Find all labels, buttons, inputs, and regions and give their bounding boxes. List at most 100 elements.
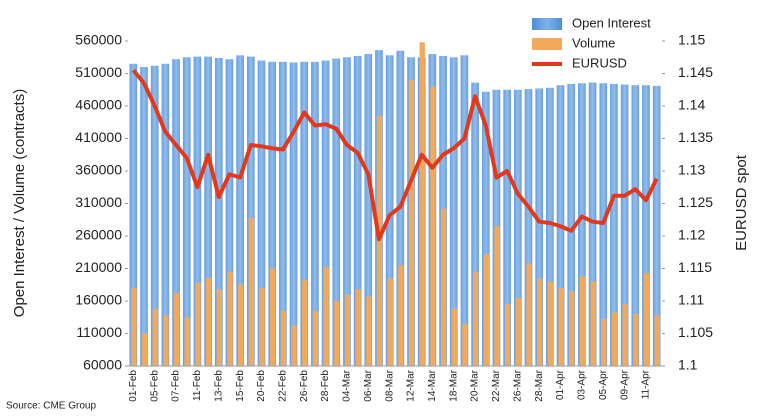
open-interest-bar (236, 55, 244, 367)
volume-bar (472, 271, 479, 366)
legend-label: Open Interest (572, 15, 651, 30)
volume-bar (537, 278, 543, 366)
volume-bar (238, 284, 244, 366)
open-interest-bar (449, 57, 458, 366)
volume-bar (312, 310, 319, 366)
volume-bar (173, 293, 180, 366)
open-interest-bar (610, 83, 618, 367)
volume-bar (205, 278, 212, 366)
volume-bar (579, 276, 586, 366)
volume-bar (505, 304, 511, 366)
open-interest-bar (246, 56, 255, 366)
volume-bar (654, 315, 660, 366)
y2-tick-label: 1.15 (678, 32, 705, 48)
open-interest-bar (193, 56, 202, 366)
legend-label: EURUSD (572, 55, 627, 70)
volume-bar (526, 263, 532, 366)
volume-bar (569, 291, 575, 366)
y-tick-label: 60000 (83, 357, 122, 373)
x-tick-label: 06-Mar (363, 369, 374, 401)
legend-label: Volume (572, 35, 615, 50)
volume-bar (366, 296, 372, 366)
volume-bar (590, 281, 596, 366)
x-tick-label: 20-Mar (470, 369, 481, 401)
open-interest-bar (140, 67, 148, 366)
volume-bar (270, 268, 276, 366)
volume-bar (387, 278, 393, 366)
x-tick-label: 01-Feb (128, 370, 139, 402)
open-interest-bar (578, 83, 586, 366)
open-interest-bar (289, 62, 298, 366)
open-interest-bar (150, 65, 159, 366)
x-tick-label: 09-Apr (619, 369, 630, 400)
volume-bar (483, 254, 489, 366)
open-interest-bar (321, 60, 330, 366)
y-tick-label: 210000 (75, 259, 122, 275)
x-tick-label: 11-Feb (192, 370, 203, 401)
eurusd-line (131, 68, 659, 242)
volume-bar (131, 288, 137, 366)
volume-bar (291, 325, 297, 366)
y2-axis-title: EURUSD spot (733, 154, 750, 251)
open-interest-bar (129, 63, 138, 366)
open-interest-bar (513, 89, 522, 366)
volume-bar (622, 304, 628, 366)
volume-bar (611, 312, 618, 366)
open-interest-bar (524, 89, 533, 366)
volume-bar (141, 333, 148, 366)
open-interest-bar (471, 82, 479, 366)
y2-tick-label: 1.1 (678, 357, 698, 373)
volume-bar (323, 267, 329, 366)
x-tick-label: 05-Feb (149, 370, 160, 402)
x-tick-label: 28-Feb (320, 370, 331, 402)
volume-bar (601, 318, 607, 366)
x-tick-label: 26-Feb (299, 370, 310, 402)
open-interest-bar (343, 57, 351, 366)
volume-bar (462, 323, 468, 366)
volume-bar (494, 226, 500, 366)
volume-bar (398, 265, 404, 366)
legend-swatch (532, 38, 562, 50)
x-tick-label: 18-Mar (448, 369, 459, 401)
open-interest-bar (546, 87, 554, 367)
open-interest-bar (631, 85, 640, 366)
x-tick-label: 22-Mar (491, 369, 502, 401)
y-tick-label: 560000 (75, 32, 122, 48)
open-interest-bar (652, 85, 661, 366)
open-interest-bar (225, 59, 234, 366)
volume-bar (408, 80, 415, 366)
x-tick-label: 07-Feb (171, 370, 182, 402)
open-interest-bar (332, 58, 341, 367)
volume-bar (216, 289, 222, 366)
volume-bar (259, 288, 265, 366)
y-tick-label: 160000 (75, 292, 122, 308)
y2-tick-label: 1.115 (678, 259, 712, 275)
volume-bar (430, 86, 436, 366)
y2-tick-label: 1.145 (678, 64, 713, 80)
volume-bar (515, 297, 522, 366)
x-tick-label: 14-Mar (427, 369, 438, 401)
x-tick-label: 03-Apr (577, 369, 588, 400)
y-tick-label: 360000 (75, 162, 122, 178)
x-tick-label: 01-Apr (555, 369, 566, 400)
open-interest-bar (268, 61, 277, 367)
x-tick-label: 28-Mar (534, 369, 545, 401)
y2-tick-label: 1.11 (678, 292, 704, 308)
x-tick-label: 26-Mar (512, 369, 523, 401)
volume-bar (227, 271, 233, 366)
open-interest-bar (535, 88, 544, 366)
open-interest-bar (353, 55, 362, 366)
volume-bar (633, 314, 639, 366)
y2-tick-label: 1.14 (678, 97, 705, 113)
volume-bar (280, 310, 287, 366)
open-interest-bar (257, 60, 266, 366)
y-tick-label: 260000 (75, 227, 122, 243)
source: Source: CME Group (6, 401, 96, 412)
volume-bar (419, 42, 425, 367)
volume-bar (451, 308, 457, 366)
open-interest-bar (364, 54, 373, 366)
y2-tick-label: 1.135 (678, 129, 713, 145)
x-tick-label: 04-Mar (342, 369, 353, 401)
open-interest-bar (620, 84, 629, 367)
